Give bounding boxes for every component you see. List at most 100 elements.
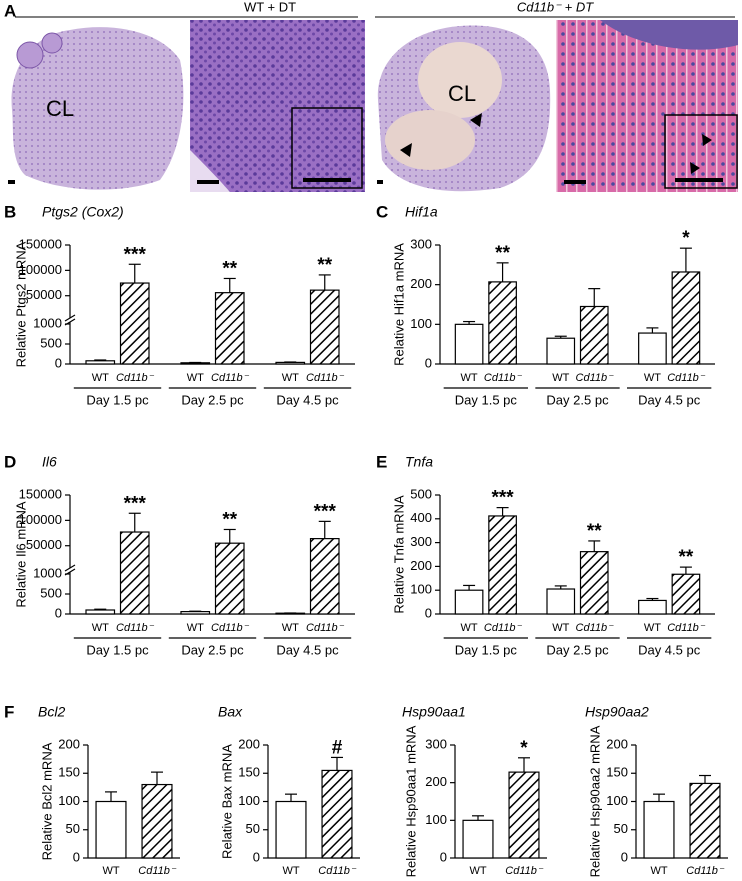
bar xyxy=(309,289,340,365)
y-tick-label: 150 xyxy=(238,765,260,780)
bar xyxy=(95,800,127,859)
y-tick-label: 0 xyxy=(425,355,432,370)
y-tick-label: 0 xyxy=(73,849,80,864)
bar xyxy=(119,531,150,615)
bar-label: WT xyxy=(461,372,478,384)
x-tick-label: Day 1.5 pc xyxy=(86,642,149,657)
bar xyxy=(321,769,353,859)
y-axis-label: Relative Hif1a mRNA xyxy=(391,243,406,366)
chart-title: Ptgs2 (Cox2) xyxy=(42,204,124,220)
y-tick-label: 100 xyxy=(606,793,628,808)
bar xyxy=(579,551,609,615)
x-tick-label: Day 2.5 pc xyxy=(181,642,244,657)
significance: *** xyxy=(314,501,337,522)
significance: ** xyxy=(222,510,237,531)
y-tick-label: 200 xyxy=(238,736,260,751)
y-tick-label: 1000 xyxy=(33,565,62,580)
chart-title: Hsp90aa2 xyxy=(585,704,649,720)
y-tick-label: 50 xyxy=(614,821,628,836)
bar xyxy=(180,610,211,615)
y-tick-label: 50 xyxy=(66,821,80,836)
annotation: CL xyxy=(448,81,476,106)
significance: * xyxy=(682,228,690,249)
bar-label: WT xyxy=(644,372,661,384)
y-tick-label: 300 xyxy=(410,534,432,549)
y-axis-label: Relative Bax mRNA xyxy=(219,744,234,859)
y-tick-label: 50000 xyxy=(26,537,62,552)
bar xyxy=(579,305,609,365)
bar-label: Cd11b⁻ xyxy=(306,622,345,634)
bar-label: WT xyxy=(187,622,204,634)
bar-label: Cd11b⁻ xyxy=(116,372,155,384)
chart-title: Hif1a xyxy=(405,204,438,220)
y-axis-label: Relative Ptgs2 mRNA xyxy=(13,241,28,367)
chart-title: Il6 xyxy=(42,454,57,470)
bar-label: WT xyxy=(92,372,109,384)
y-tick-label: 0 xyxy=(55,605,62,620)
y-tick-label: 0 xyxy=(55,355,62,370)
y-axis-label: Relative Hsp90aa2 mRNA xyxy=(587,725,602,877)
micrograph xyxy=(556,20,738,192)
bar-label: Cd11b⁻ xyxy=(576,372,615,384)
group-label: Cd11b⁻ + DT xyxy=(517,0,594,14)
bar xyxy=(488,281,517,365)
chart-title: Hsp90aa1 xyxy=(402,704,466,720)
x-tick-label: Cd11b⁻ xyxy=(138,865,177,877)
x-tick-label: Day 1.5 pc xyxy=(455,392,518,407)
y-tick-label: 200 xyxy=(425,774,447,789)
x-tick-label: Day 2.5 pc xyxy=(546,642,609,657)
x-tick-label: Cd11b⁻ xyxy=(505,865,544,877)
panel-label: F xyxy=(4,702,14,721)
y-tick-label: 0 xyxy=(253,849,260,864)
y-tick-label: 100 xyxy=(425,812,447,827)
y-tick-label: 100 xyxy=(410,316,432,331)
significance: * xyxy=(520,738,528,759)
y-axis-label: Relative Il6 mRNA xyxy=(13,501,28,608)
chart-title: Bcl2 xyxy=(38,704,65,720)
bar-label: WT xyxy=(461,622,478,634)
bar-label: WT xyxy=(282,622,299,634)
bar-label: WT xyxy=(552,622,569,634)
bar-label: Cd11b⁻ xyxy=(667,622,706,634)
group-label: WT + DT xyxy=(244,0,296,14)
significance: ** xyxy=(222,258,237,279)
bar-label: WT xyxy=(92,622,109,634)
y-tick-label: 100000 xyxy=(19,262,62,277)
bar xyxy=(508,771,540,859)
bar xyxy=(454,323,484,365)
significance: ** xyxy=(587,521,602,542)
panel-label: D xyxy=(4,452,16,471)
micrograph: CL xyxy=(5,20,185,192)
significance: *** xyxy=(124,244,147,265)
bar xyxy=(275,361,306,365)
bar xyxy=(214,542,245,615)
y-tick-label: 100 xyxy=(58,793,80,808)
y-tick-label: 150000 xyxy=(19,236,62,251)
bar-label: Cd11b⁻ xyxy=(576,622,615,634)
x-tick-label: WT xyxy=(650,865,667,877)
y-tick-label: 500 xyxy=(40,585,62,600)
y-axis-label: Relative Bcl2 mRNA xyxy=(39,742,54,860)
bar xyxy=(309,538,340,615)
panel-label: A xyxy=(4,1,16,20)
x-tick-label: WT xyxy=(282,865,299,877)
y-tick-label: 50 xyxy=(246,821,260,836)
bar-label: Cd11b⁻ xyxy=(484,622,523,634)
micrograph: CL xyxy=(373,20,551,192)
y-tick-label: 500 xyxy=(410,486,432,501)
y-tick-label: 300 xyxy=(410,236,432,251)
bar xyxy=(275,800,307,859)
y-tick-label: 0 xyxy=(425,605,432,620)
y-tick-label: 150 xyxy=(58,765,80,780)
significance: # xyxy=(332,737,343,758)
bar-label: WT xyxy=(552,372,569,384)
x-tick-label: Day 4.5 pc xyxy=(276,392,339,407)
significance: ** xyxy=(679,547,694,568)
bar xyxy=(689,782,721,859)
significance: ** xyxy=(495,243,510,264)
y-tick-label: 200 xyxy=(410,276,432,291)
bar-label: Cd11b⁻ xyxy=(116,622,155,634)
x-tick-label: Day 1.5 pc xyxy=(455,642,518,657)
x-tick-label: Day 4.5 pc xyxy=(276,642,339,657)
bar-label: WT xyxy=(644,622,661,634)
